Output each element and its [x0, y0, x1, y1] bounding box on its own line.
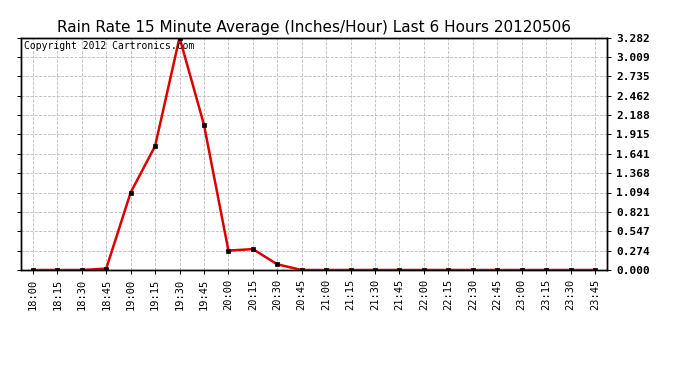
Title: Rain Rate 15 Minute Average (Inches/Hour) Last 6 Hours 20120506: Rain Rate 15 Minute Average (Inches/Hour… — [57, 20, 571, 35]
Text: Copyright 2012 Cartronics.com: Copyright 2012 Cartronics.com — [23, 41, 194, 51]
